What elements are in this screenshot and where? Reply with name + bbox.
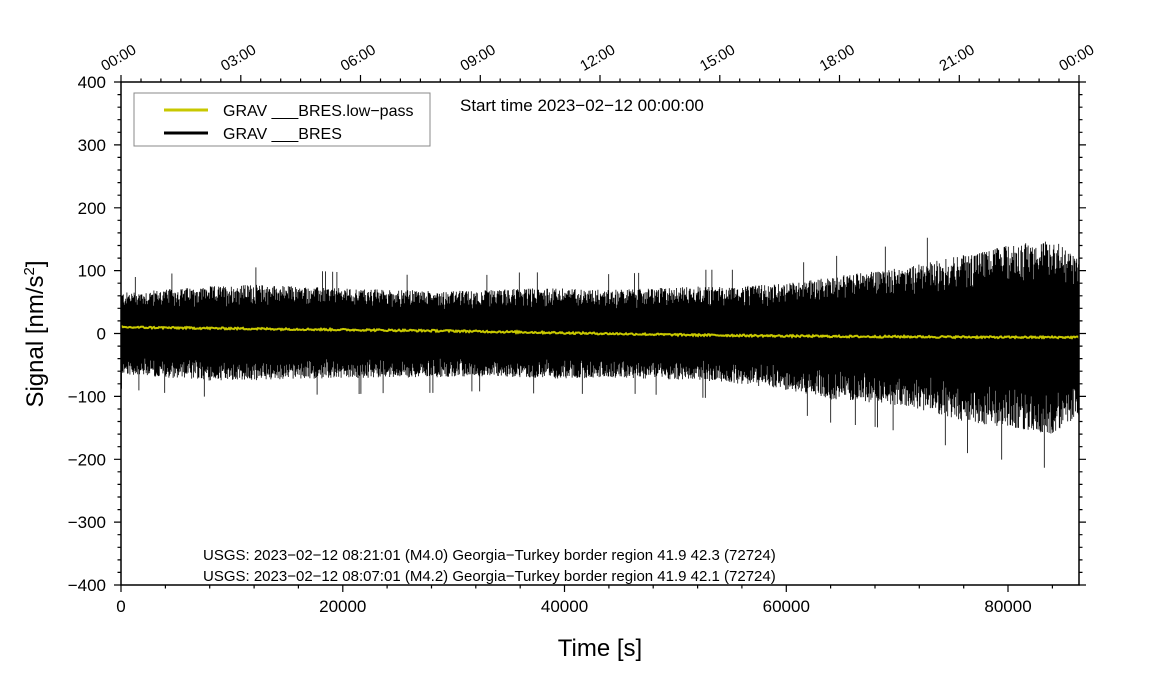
y-tick-label: 200 [78, 199, 106, 218]
x-tick-label: 0 [116, 597, 125, 616]
x-tick-labels: 0 20000 40000 60000 80000 [116, 597, 1031, 616]
y-tick-label: 0 [97, 325, 106, 344]
lowpass-trace [120, 325, 1080, 340]
tick-marks [114, 75, 1086, 592]
y-tick-label: −200 [68, 450, 106, 469]
legend-label-lowpass: GRAV ___BRES.low−pass [223, 103, 413, 120]
y-tick-label: 100 [78, 262, 106, 281]
top-time-label: 18:00 [817, 41, 858, 74]
top-time-label: 09:00 [458, 41, 499, 74]
top-time-label: 12:00 [577, 41, 618, 74]
x-tick-label: 80000 [984, 597, 1031, 616]
y-tick-label: −300 [68, 513, 106, 532]
top-time-label: 00:00 [98, 41, 139, 74]
top-time-labels: 00:00 03:00 06:00 09:00 12:00 15:00 18:00 21:00… [98, 41, 1097, 74]
x-tick-label: 40000 [541, 597, 588, 616]
x-tick-label: 60000 [763, 597, 810, 616]
x-tick-label: 20000 [319, 597, 366, 616]
series-lowpass-signal [120, 325, 1080, 340]
y-tick-label: 300 [78, 136, 106, 155]
y-axis-label-tail: ] [22, 260, 49, 267]
y-axis-label: Signal [nm/s2] [21, 260, 49, 407]
axis-ticks [114, 75, 1086, 592]
plot-area [120, 82, 1080, 585]
top-time-label: 06:00 [338, 41, 379, 74]
y-tick-label: 400 [78, 73, 106, 92]
y-tick-label: −100 [68, 387, 106, 406]
y-tick-label: −400 [68, 576, 106, 595]
y-axis-label-main: Signal [nm/s [22, 275, 49, 407]
y-axis-label-sup: 2 [21, 267, 38, 275]
legend: GRAV ___BRES.low−pass GRAV ___BRES [133, 92, 431, 147]
top-time-label: 21:00 [937, 41, 978, 74]
annotation-event-1: USGS: 2023−02−12 08:21:01 (M4.0) Georgia… [203, 547, 776, 564]
x-axis-label: Time [s] [558, 635, 642, 662]
y-tick-labels: 400 300 200 100 0 −100 −200 −300 −400 [68, 73, 106, 595]
legend-label-raw: GRAV ___BRES [223, 126, 342, 143]
chart-title: Start time 2023−02−12 00:00:00 [460, 96, 704, 115]
top-time-label: 00:00 [1056, 41, 1097, 74]
top-time-label: 15:00 [697, 41, 738, 74]
top-time-label: 03:00 [218, 41, 259, 74]
annotation-event-2: USGS: 2023−02−12 08:07:01 (M4.2) Georgia… [203, 568, 776, 585]
legend-box [133, 92, 431, 147]
